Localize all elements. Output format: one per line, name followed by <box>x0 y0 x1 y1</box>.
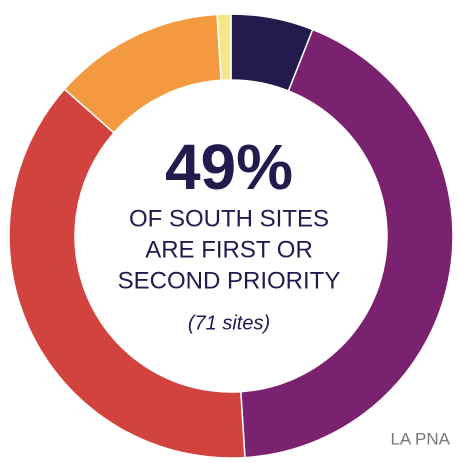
donut-slice <box>216 13 232 82</box>
donut <box>8 13 454 459</box>
headline: 49% <box>165 131 293 203</box>
caption-line: OF SOUTH SITES <box>129 205 329 232</box>
note: (71 sites) <box>188 312 270 334</box>
caption-line: SECOND PRIORITY <box>118 267 341 294</box>
donut-slice <box>239 28 454 459</box>
caption-line: ARE FIRST OR <box>145 236 313 263</box>
donut-slice <box>8 88 246 459</box>
source: LA PNA <box>390 429 450 448</box>
